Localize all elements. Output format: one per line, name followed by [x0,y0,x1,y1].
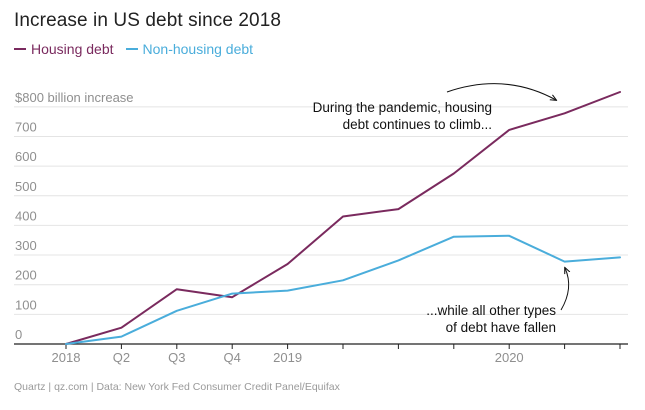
y-tick-label: 700 [15,119,37,134]
y-tick-label: 100 [15,297,37,312]
annotation-nonhousing-text: ...while all other types [426,303,556,318]
annotation-nonhousing-arrow [560,268,569,311]
y-tick-label: $800 billion increase [15,90,134,105]
y-tick-label: 300 [15,238,37,253]
x-tick-label: Q4 [224,350,241,365]
x-tick-label: 2019 [273,350,302,365]
legend-swatch-nonhousing [125,48,138,50]
legend-label-housing: Housing debt [31,41,114,57]
legend-item-housing: Housing debt [14,41,114,57]
x-tick-label: Q2 [113,350,130,365]
series-layer [65,91,621,345]
chart-title: Increase in US debt since 2018 [14,10,282,31]
y-tick-label: 400 [15,208,37,223]
legend-item-nonhousing: Non-housing debt [125,41,254,57]
annotation-nonhousing-text: of debt have fallen [446,320,556,335]
annotation-housing-text: debt continues to climb... [343,117,492,132]
series-line-housing [65,91,621,345]
source-footer: Quartz | qz.com | Data: New York Fed Con… [14,381,340,393]
y-axis-ticks: 0 100 200 300 400 500 600 700 $800 billion incre… [15,90,134,342]
legend: Housing debt Non-housing debt [14,41,265,57]
grid-layer [14,106,628,345]
annotation-housing-text: During the pandemic, housing [313,100,492,115]
annotations-layer: During the pandemic, housing debt continu… [313,83,569,335]
legend-label-nonhousing: Non-housing debt [142,41,254,57]
series-line-nonhousing [65,234,621,345]
annotation-housing-arrow [446,83,556,100]
y-tick-label: 600 [15,149,37,164]
y-tick-label: 0 [15,327,22,342]
x-tick-label: 2018 [52,350,81,365]
x-tick-label: Q3 [168,350,185,365]
x-axis-ticks: 2018 Q2 Q3 Q4 2019 2020 [52,344,621,365]
y-tick-label: 500 [15,179,37,194]
x-tick-label: 2020 [495,350,524,365]
y-tick-label: 200 [15,268,37,283]
legend-swatch-housing [14,48,26,50]
